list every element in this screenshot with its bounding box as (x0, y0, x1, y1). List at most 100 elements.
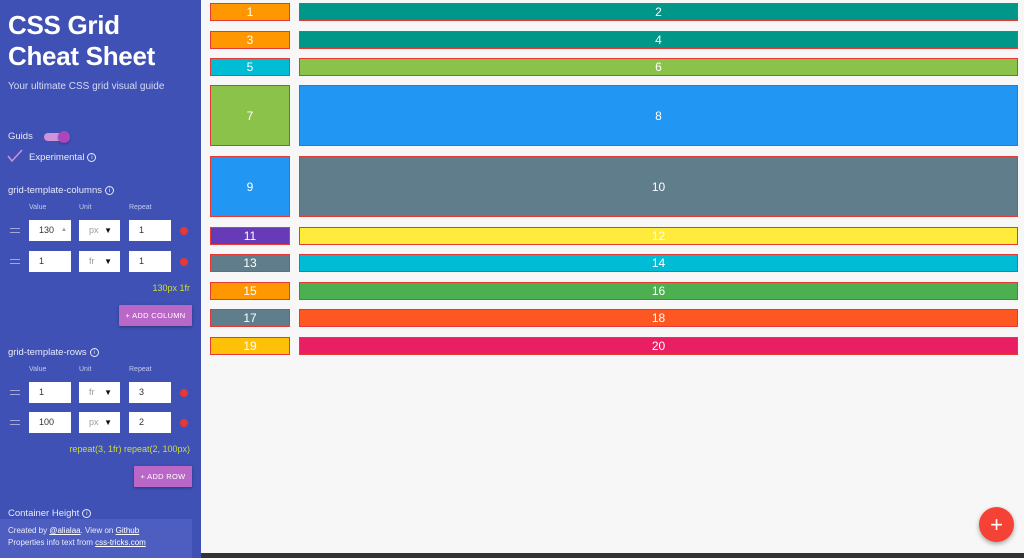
grid-container: 1 2 3 4 5 6 7 8 9 10 11 12 13 14 15 16 17 18 19 20 (201, 0, 1024, 558)
row-2-value-input[interactable]: 100 (29, 412, 71, 433)
row-1-repeat: 3 (139, 387, 145, 397)
columns-head-value: Value (29, 204, 47, 211)
page-title: CSS Grid Cheat Sheet (8, 10, 155, 72)
info-icon[interactable]: i (89, 347, 99, 357)
rows-head-repeat: Repeat (129, 366, 152, 373)
add-item-button[interactable]: + (979, 507, 1014, 542)
container-height-label: Container Height i (8, 508, 92, 519)
column-2-unit: fr (89, 256, 95, 266)
spinner-icon[interactable]: ▲ (61, 227, 67, 233)
grid-item-3: 3 (210, 31, 290, 49)
checkmark-icon[interactable] (7, 149, 23, 163)
grid-item-4: 4 (299, 31, 1018, 49)
github-link[interactable]: Github (115, 526, 140, 535)
grid-item-18: 18 (299, 309, 1018, 327)
row-2-unit-select[interactable]: px ▼ (79, 412, 120, 433)
title-line-2: Cheat Sheet (8, 41, 155, 71)
drag-handle-icon[interactable] (10, 228, 20, 233)
column-2-repeat-input[interactable]: 1 (129, 251, 171, 272)
rows-section-label: grid-template-rows i (8, 347, 99, 358)
columns-label: grid-template-columns (8, 185, 102, 196)
dropdown-arrow-icon: ▼ (104, 226, 112, 235)
author-link[interactable]: @alialaa (49, 526, 81, 535)
drag-handle-icon[interactable] (10, 390, 20, 395)
row-1-unit: fr (89, 387, 95, 397)
row-1-unit-select[interactable]: fr ▼ (79, 382, 120, 403)
guides-label: Guids (8, 131, 33, 142)
grid-item-17: 17 (210, 309, 290, 327)
column-1-value-input[interactable]: 130 ▲ (29, 220, 71, 241)
bottom-strip (201, 553, 1024, 558)
row-2-value: 100 (39, 417, 55, 427)
remove-row-1-icon[interactable] (180, 389, 188, 397)
grid-item-12: 12 (299, 227, 1018, 245)
rows-head-unit: Unit (79, 366, 92, 373)
column-1-unit-select[interactable]: px ▼ (79, 220, 120, 241)
info-icon[interactable]: i (82, 508, 92, 518)
properties-text: Properties info text from (8, 538, 96, 547)
column-2-repeat: 1 (139, 256, 145, 266)
dropdown-arrow-icon: ▼ (104, 418, 112, 427)
column-1-repeat: 1 (139, 225, 145, 235)
toggle-track (44, 133, 68, 141)
grid-item-5: 5 (210, 58, 290, 76)
row-1-repeat-input[interactable]: 3 (129, 382, 171, 403)
container-height-text: Container Height (8, 508, 80, 519)
row-1-value: 1 (39, 387, 45, 397)
toggle-thumb (58, 131, 70, 143)
grid-item-20: 20 (299, 337, 1018, 355)
column-2-value-input[interactable]: 1 (29, 251, 71, 272)
grid-item-1: 1 (210, 3, 290, 21)
footer: Created by @alialaa. View on Github Prop… (0, 519, 192, 558)
grid-item-8: 8 (299, 85, 1018, 146)
grid-item-6: 6 (299, 58, 1018, 76)
title-line-1: CSS Grid (8, 10, 120, 40)
grid-item-14: 14 (299, 254, 1018, 272)
drag-handle-icon[interactable] (10, 259, 20, 264)
remove-column-2-icon[interactable] (180, 258, 188, 266)
footer-line-1: Created by @alialaa. View on Github (8, 525, 184, 537)
info-icon[interactable]: i (104, 185, 114, 195)
row-2-repeat: 2 (139, 417, 145, 427)
remove-row-2-icon[interactable] (180, 419, 188, 427)
grid-item-11: 11 (210, 227, 290, 245)
column-2-value: 1 (39, 256, 45, 266)
columns-head-repeat: Repeat (129, 204, 152, 211)
rows-label: grid-template-rows (8, 347, 87, 358)
experimental-text: Experimental (29, 152, 85, 163)
add-column-button[interactable]: + ADD COLUMN (119, 305, 192, 326)
rows-summary: repeat(3, 1fr) repeat(2, 100px) (69, 444, 190, 454)
columns-head-unit: Unit (79, 204, 92, 211)
row-2-unit: px (89, 417, 99, 427)
remove-column-1-icon[interactable] (180, 227, 188, 235)
rows-head-value: Value (29, 366, 47, 373)
grid-item-13: 13 (210, 254, 290, 272)
columns-section-label: grid-template-columns i (8, 185, 114, 196)
experimental-label: Experimental i (29, 152, 97, 163)
column-1-value: 130 (39, 225, 55, 235)
plus-icon: + (990, 512, 1003, 537)
grid-item-10: 10 (299, 156, 1018, 217)
guides-toggle[interactable] (44, 131, 70, 143)
sidebar: CSS Grid Cheat Sheet Your ultimate CSS g… (0, 0, 201, 558)
grid-item-16: 16 (299, 282, 1018, 300)
drag-handle-icon[interactable] (10, 420, 20, 425)
footer-line-2: Properties info text from css-tricks.com (8, 537, 184, 549)
columns-summary: 130px 1fr (152, 283, 190, 293)
add-row-button[interactable]: + ADD ROW (134, 466, 192, 487)
css-tricks-link[interactable]: css-tricks.com (95, 538, 146, 547)
grid-item-2: 2 (299, 3, 1018, 21)
view-on-text: . View on (80, 526, 116, 535)
grid-item-9: 9 (210, 156, 290, 217)
dropdown-arrow-icon: ▼ (104, 257, 112, 266)
row-2-repeat-input[interactable]: 2 (129, 412, 171, 433)
row-1-value-input[interactable]: 1 (29, 382, 71, 403)
grid-item-7: 7 (210, 85, 290, 146)
subtitle: Your ultimate CSS grid visual guide (8, 81, 165, 92)
grid-item-15: 15 (210, 282, 290, 300)
column-1-repeat-input[interactable]: 1 (129, 220, 171, 241)
grid-item-19: 19 (210, 337, 290, 355)
info-icon[interactable]: i (87, 152, 97, 162)
column-1-unit: px (89, 225, 99, 235)
column-2-unit-select[interactable]: fr ▼ (79, 251, 120, 272)
